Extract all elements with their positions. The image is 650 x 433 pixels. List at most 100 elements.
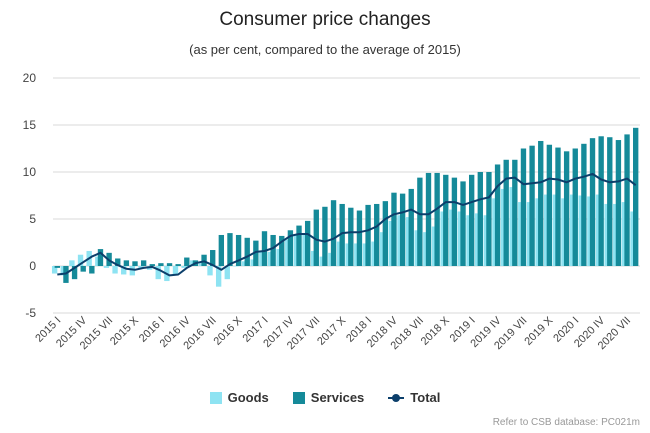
services-bar [538, 140, 544, 266]
goods-bar [457, 211, 464, 266]
goods-swatch-icon [209, 391, 222, 404]
services-bar [503, 159, 509, 266]
goods-bar [224, 266, 230, 280]
credits-text[interactable]: Refer to CSB database: PC021m [492, 417, 640, 428]
chart-title: Consumer price changes [219, 9, 431, 30]
services-bar [365, 204, 371, 266]
x-tick-label: 2019 X [522, 314, 556, 348]
goods-bar [172, 266, 179, 276]
services-bar [261, 231, 268, 266]
goods-bar [129, 266, 136, 276]
services-bar [443, 174, 449, 266]
services-bar [477, 172, 483, 266]
services-bar [555, 147, 561, 266]
services-bar [520, 148, 527, 266]
services-bar [115, 258, 121, 266]
services-bar [184, 257, 190, 266]
services-bar [425, 172, 432, 266]
y-tick-label: 5 [29, 212, 36, 226]
goods-bar [112, 266, 118, 274]
total-series [57, 172, 637, 277]
services-bar [356, 210, 363, 266]
goods-bar [77, 254, 84, 266]
services-bar [330, 200, 337, 266]
services-bar [399, 193, 406, 266]
services-bar [227, 233, 233, 266]
goods-bar [51, 266, 58, 274]
services-bar [71, 266, 78, 280]
services-bar [149, 264, 155, 266]
services-bar [270, 234, 276, 266]
services-bar [486, 172, 492, 266]
services-bar [140, 260, 147, 266]
services-bar [210, 250, 216, 266]
services-bar [123, 260, 130, 266]
services-bar [563, 151, 570, 266]
goods-bar [69, 260, 75, 266]
services-bar [529, 145, 535, 266]
goods-bar [198, 263, 205, 266]
services-bar [374, 203, 380, 266]
x-tick-label: 2015 X [108, 314, 142, 348]
services-bar [512, 159, 518, 266]
goods-bar [449, 209, 455, 266]
y-tick-label: 20 [23, 71, 37, 85]
services-bar [434, 172, 440, 266]
goods-bar [233, 266, 239, 267]
services-swatch-icon [292, 391, 305, 404]
legend-item-services[interactable]: Services [292, 390, 365, 405]
legend-item-goods[interactable]: Goods [209, 390, 269, 405]
goods-bar [310, 250, 317, 266]
services-bar [633, 127, 639, 266]
y-axis-labels: -5 0 5 10 15 20 [23, 71, 37, 320]
services-bar [89, 266, 95, 274]
goods-bar [121, 266, 127, 275]
goods-bar [319, 256, 325, 266]
legend-label-total: Total [410, 390, 441, 405]
goods-bar [466, 215, 472, 266]
services-bar [348, 207, 354, 266]
services-bar [244, 237, 250, 266]
services-bar [572, 148, 578, 266]
services-bar [468, 174, 475, 266]
services-bar [460, 181, 466, 266]
x-tick-label: 2018 X [419, 314, 453, 348]
x-tick-label: 2017 X [315, 314, 349, 348]
services-bar [494, 164, 501, 266]
services-bar [607, 137, 613, 266]
y-tick-label: -5 [25, 306, 36, 320]
services-bar [158, 263, 164, 266]
goods-bar [207, 266, 213, 276]
services-bar [296, 225, 302, 266]
services-bar [598, 136, 604, 266]
total-line [57, 172, 637, 277]
services-bar [97, 249, 104, 266]
goods-bar [535, 198, 541, 266]
services-bar [546, 144, 553, 266]
services-bar [391, 192, 397, 266]
services-bar [253, 240, 259, 266]
services-bar [279, 235, 285, 266]
legend-item-total[interactable]: Total [388, 390, 440, 405]
services-bar [80, 266, 86, 272]
services-bar [624, 134, 630, 266]
services-bar [235, 234, 242, 266]
services-bar [339, 203, 345, 266]
services-bar [322, 206, 328, 266]
services-bar [589, 138, 596, 266]
goods-bar [155, 266, 161, 280]
y-tick-label: 10 [23, 165, 37, 179]
services-bar [175, 264, 181, 266]
services-bar [451, 177, 458, 266]
goods-bar [302, 234, 308, 266]
services-bar [132, 261, 138, 266]
total-line-icon [388, 393, 405, 402]
services-bar [54, 266, 60, 268]
services-bar [166, 263, 173, 266]
services-bar [417, 177, 423, 266]
services-bar [313, 209, 319, 266]
legend-label-services: Services [310, 390, 365, 405]
y-tick-label: 15 [23, 118, 37, 132]
